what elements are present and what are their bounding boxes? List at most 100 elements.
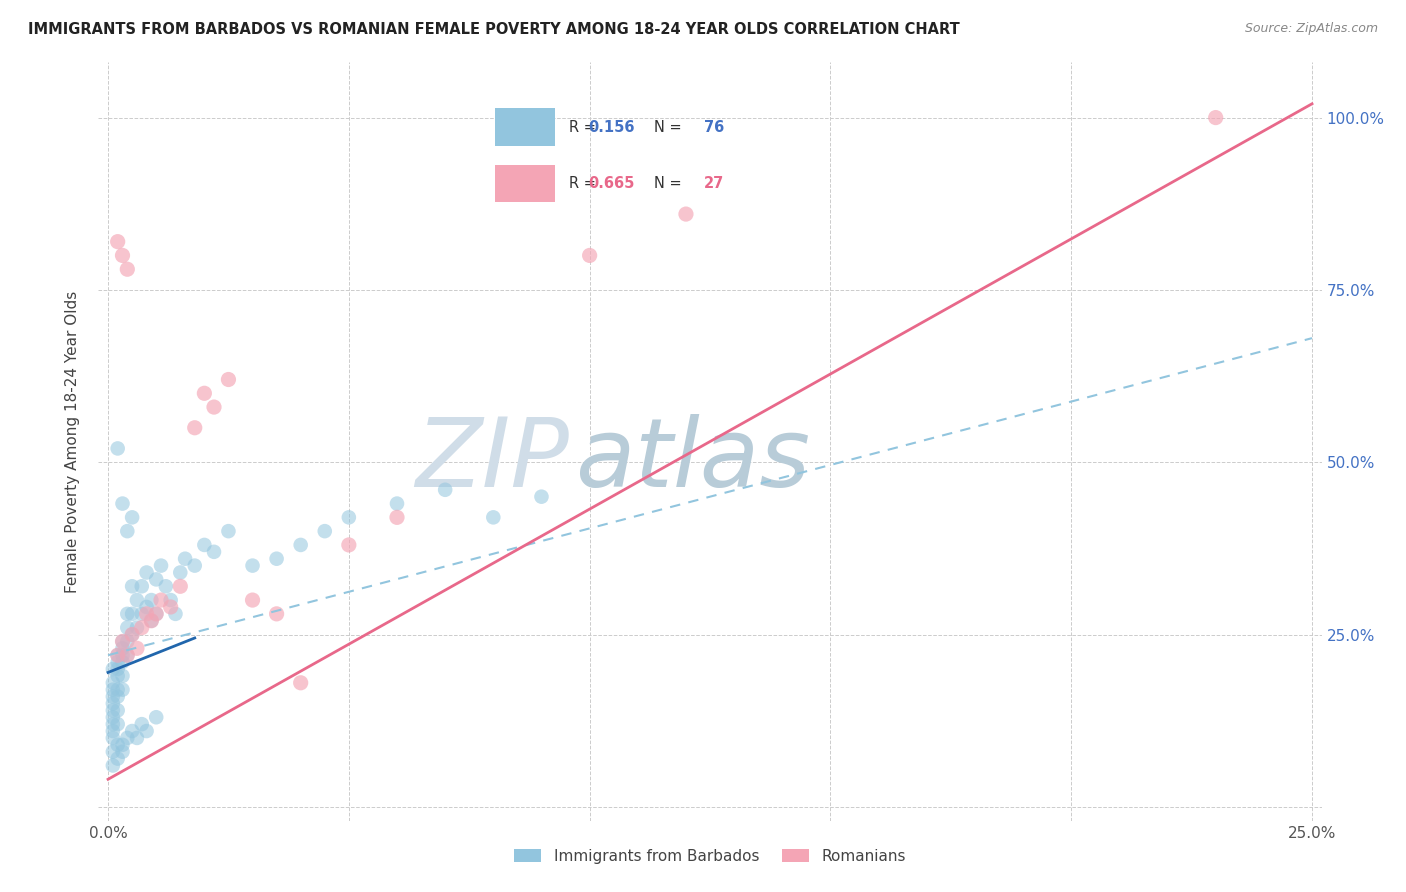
Point (107, 682, 129, 697)
Point (107, 442, 129, 456)
Legend: Immigrants from Barbados, Romanians: Immigrants from Barbados, Romanians (508, 843, 912, 870)
Point (117, 634, 139, 648)
Point (242, 558, 264, 573)
Point (385, 497, 408, 511)
Point (101, 662, 124, 676)
Point (125, 621, 148, 635)
Point (141, 614, 163, 628)
Point (135, 724, 157, 739)
Point (107, 648, 129, 663)
Point (1205, 111, 1227, 125)
Point (111, 648, 134, 663)
Text: ZIP: ZIP (416, 414, 569, 507)
Point (111, 669, 134, 683)
Point (131, 621, 153, 635)
Point (121, 579, 143, 593)
Point (117, 262, 139, 277)
Point (165, 607, 187, 621)
Point (217, 372, 239, 386)
Point (159, 593, 181, 607)
Point (675, 207, 697, 221)
Point (125, 641, 148, 656)
Point (135, 599, 157, 614)
Point (117, 731, 139, 745)
Point (107, 751, 129, 765)
Point (169, 566, 191, 580)
Point (111, 634, 134, 648)
Point (145, 607, 167, 621)
Point (131, 607, 153, 621)
Point (111, 497, 134, 511)
Point (101, 697, 124, 711)
Point (101, 731, 124, 745)
Point (125, 731, 148, 745)
Point (117, 648, 139, 663)
Point (117, 621, 139, 635)
Point (111, 738, 134, 752)
Point (107, 717, 129, 731)
Point (482, 510, 505, 524)
Point (217, 524, 239, 538)
Point (145, 573, 167, 587)
Point (111, 655, 134, 669)
Point (111, 634, 134, 648)
Point (184, 421, 207, 435)
Y-axis label: Female Poverty Among 18-24 Year Olds: Female Poverty Among 18-24 Year Olds (65, 291, 80, 592)
Point (150, 593, 173, 607)
Point (131, 579, 153, 593)
Point (155, 579, 177, 593)
Point (107, 669, 129, 683)
Point (101, 682, 124, 697)
Point (111, 641, 134, 656)
Point (290, 538, 312, 552)
Point (150, 558, 173, 573)
Point (101, 745, 124, 759)
Point (117, 607, 139, 621)
Point (145, 607, 167, 621)
Point (101, 758, 124, 772)
Point (107, 235, 129, 249)
Point (169, 579, 191, 593)
Point (121, 627, 143, 641)
Point (578, 248, 600, 262)
Point (121, 607, 143, 621)
Point (202, 400, 225, 414)
Point (101, 703, 124, 717)
Point (121, 627, 143, 641)
Text: Source: ZipAtlas.com: Source: ZipAtlas.com (1244, 22, 1378, 36)
Point (385, 510, 408, 524)
Point (530, 490, 553, 504)
Point (111, 745, 134, 759)
Point (193, 386, 215, 401)
Point (125, 593, 148, 607)
Point (131, 717, 153, 731)
Point (107, 738, 129, 752)
Point (111, 682, 134, 697)
Point (193, 538, 215, 552)
Point (184, 558, 207, 573)
Point (101, 690, 124, 704)
Point (117, 524, 139, 538)
Point (101, 675, 124, 690)
Point (266, 551, 288, 566)
Point (107, 662, 129, 676)
Point (107, 690, 129, 704)
Point (135, 566, 157, 580)
Point (141, 614, 163, 628)
Point (434, 483, 457, 497)
Point (337, 538, 360, 552)
Point (174, 551, 197, 566)
Point (107, 703, 129, 717)
Point (135, 607, 157, 621)
Point (121, 510, 143, 524)
Point (101, 710, 124, 724)
Point (117, 648, 139, 663)
Point (266, 607, 288, 621)
Point (337, 510, 360, 524)
Point (107, 655, 129, 669)
Text: atlas: atlas (575, 414, 810, 507)
Point (111, 248, 134, 262)
Point (141, 593, 163, 607)
Point (107, 648, 129, 663)
Point (314, 524, 336, 538)
